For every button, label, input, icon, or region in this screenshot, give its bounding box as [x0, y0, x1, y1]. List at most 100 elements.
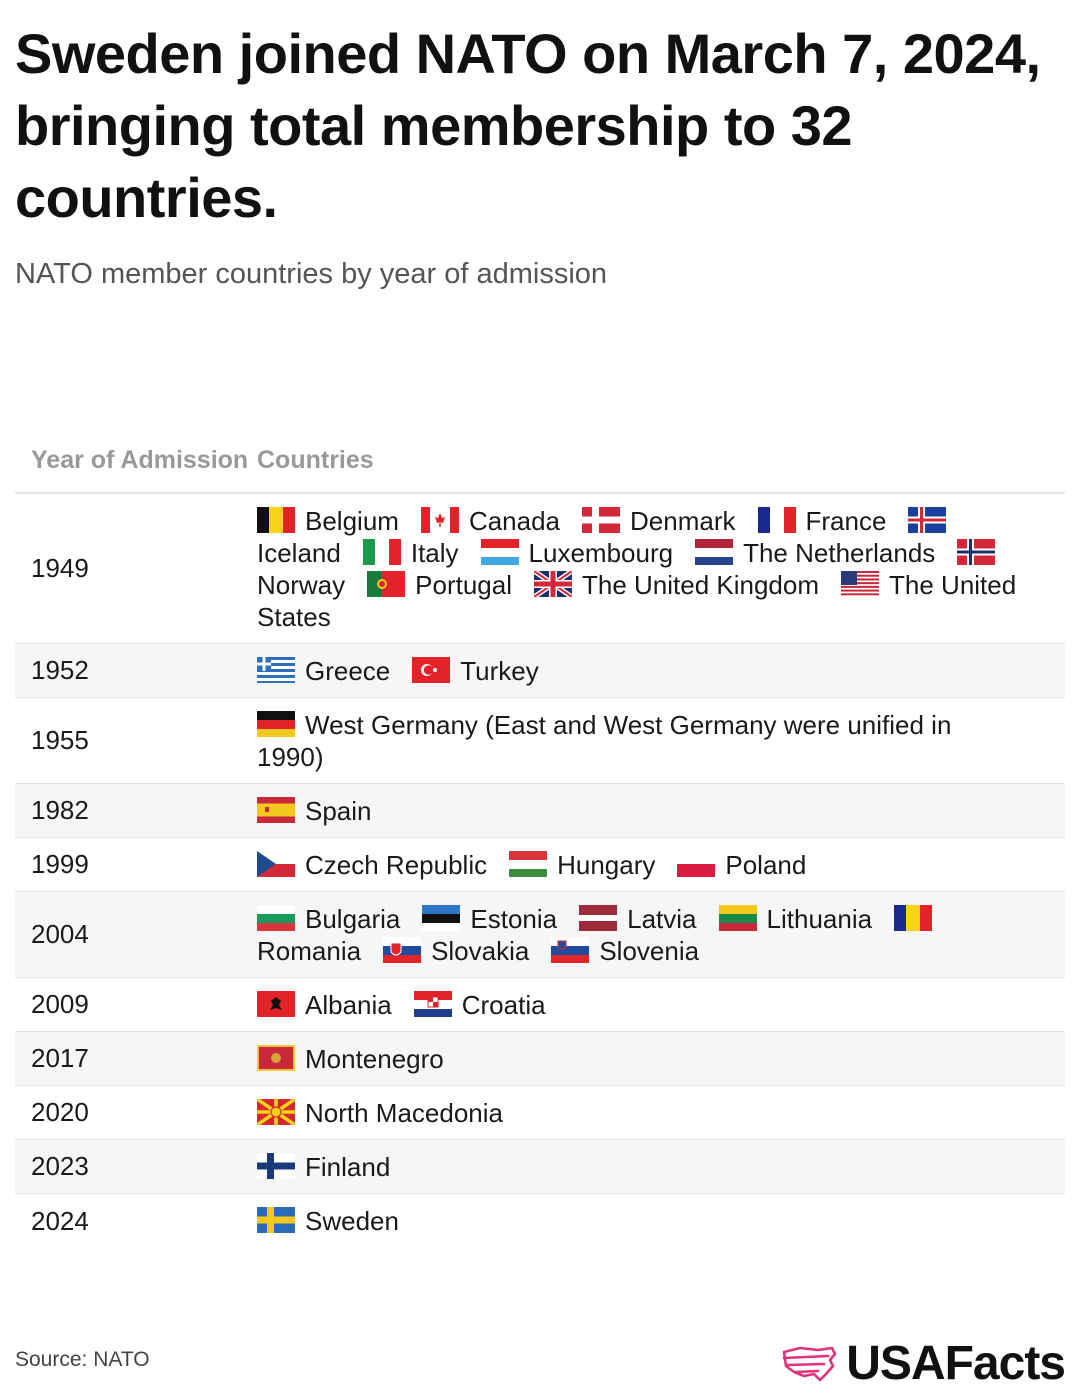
year-cell: 2004 — [31, 919, 89, 949]
countries-cell: Greece Turkey — [257, 645, 1065, 697]
chart-title: Sweden joined NATO on March 7, 2024, bri… — [15, 22, 1041, 229]
flag-fi-icon — [257, 1152, 295, 1179]
flag-gr-icon — [257, 656, 295, 683]
flag-ro-icon — [894, 904, 933, 931]
country-entry: Latvia — [579, 904, 697, 934]
country-name: Slovenia — [599, 935, 700, 966]
country-entry: Albania — [257, 990, 392, 1020]
flag-us-icon — [841, 570, 880, 597]
table-row: 2020 North Macedonia — [15, 1086, 1065, 1140]
country-name: Sweden — [305, 1206, 399, 1236]
year-cell: 2017 — [31, 1043, 89, 1073]
country-entry: Iceland — [257, 506, 956, 568]
flag-gb-icon — [533, 570, 572, 597]
flag-tr-icon — [412, 656, 451, 683]
country-entry: Norway — [257, 538, 1005, 600]
flag-be-icon — [257, 506, 295, 533]
country-name: The United States — [257, 569, 1017, 632]
country-entry: The United Kingdom — [533, 569, 820, 600]
table-row: 1955 West Germany (East and West Germany … — [15, 698, 1065, 784]
countries-cell: Bulgaria Estonia Latvia Lithuania Romania Slo… — [257, 893, 1065, 977]
column-header-countries: Countries — [257, 446, 374, 474]
country-entry: Croatia — [413, 989, 546, 1020]
country-entry: Hungary — [509, 850, 655, 880]
country-name: Estonia — [470, 903, 558, 934]
country-name: Spain — [305, 795, 372, 826]
countries-cell: Montenegro — [257, 1033, 1065, 1085]
year-cell: 1952 — [31, 655, 89, 685]
flag-bg-icon — [257, 904, 295, 931]
country-entry: Denmark — [582, 505, 736, 536]
countries-cell: Sweden — [257, 1195, 1065, 1247]
country-name: Lithuania — [766, 903, 873, 934]
countries-cell: Spain — [257, 785, 1065, 837]
flag-lv-icon — [579, 904, 618, 931]
country-entry: Estonia — [422, 904, 557, 934]
country-entry: Slovakia — [383, 936, 529, 966]
flag-pl-icon — [677, 850, 716, 877]
country-entry: Turkey — [412, 656, 539, 686]
country-entry: The Netherlands — [695, 538, 935, 568]
flag-hu-icon — [509, 850, 548, 877]
country-entry: Slovenia — [551, 936, 699, 966]
flag-se-icon — [257, 1207, 295, 1233]
countries-cell: West Germany (East and West Germany were… — [257, 699, 1065, 783]
year-cell: 1955 — [31, 725, 89, 755]
table-row: 2023 Finland — [15, 1140, 1065, 1194]
country-name: North Macedonia — [305, 1097, 503, 1128]
table-row: 2017 Montenegro — [15, 1032, 1065, 1086]
flag-me-icon — [257, 1044, 295, 1071]
flag-is-icon — [908, 506, 947, 533]
year-cell: 1999 — [31, 849, 89, 879]
country-name: Poland — [725, 849, 807, 880]
flag-mk-icon — [257, 1098, 295, 1125]
country-name: Denmark — [630, 505, 736, 536]
flag-al-icon — [257, 990, 295, 1017]
countries-cell: Finland — [257, 1141, 1065, 1193]
table-row: 1999 Czech Republic Hungary Poland — [15, 838, 1065, 892]
country-name: The Netherlands — [743, 537, 936, 568]
flag-pt-icon — [367, 570, 406, 597]
country-name: Croatia — [461, 989, 546, 1020]
country-entry: Finland — [257, 1152, 390, 1182]
flag-es-icon — [257, 796, 295, 823]
country-entry: Canada — [420, 506, 560, 536]
flag-de-icon — [257, 710, 295, 737]
flag-no-icon — [957, 538, 996, 565]
flag-fr-icon — [757, 506, 796, 533]
country-name: Montenegro — [305, 1043, 444, 1074]
year-cell: 1982 — [31, 795, 89, 825]
table-row: 1952 Greece Turkey — [15, 644, 1065, 698]
flag-lu-icon — [480, 538, 519, 565]
country-name: Hungary — [557, 849, 656, 880]
flag-lt-icon — [718, 904, 757, 931]
flag-ca-icon — [420, 506, 459, 533]
country-entry: West Germany (East and West Germany were… — [257, 710, 951, 772]
country-entry: Poland — [677, 850, 806, 880]
country-name: Bulgaria — [305, 903, 401, 934]
country-entry: Lithuania — [718, 903, 873, 934]
country-name: Finland — [305, 1151, 391, 1182]
country-entry: Sweden — [257, 1206, 399, 1236]
column-header-year: Year of Admission — [31, 446, 249, 474]
country-name: The United Kingdom — [581, 569, 820, 600]
countries-cell: Belgium Canada Denmark France Iceland Italy Lu… — [257, 495, 1065, 643]
country-entry: Spain — [257, 796, 372, 826]
flag-hr-icon — [413, 990, 452, 1017]
year-cell: 2023 — [31, 1151, 89, 1181]
country-entry: Romania — [257, 904, 942, 966]
usa-map-icon — [782, 1346, 837, 1381]
country-entry: The United States — [257, 570, 1016, 632]
flag-dk-icon — [582, 506, 621, 533]
country-name: Iceland — [257, 537, 341, 568]
country-entry: Belgium — [257, 506, 399, 536]
countries-cell: Czech Republic Hungary Poland — [257, 839, 1065, 891]
year-cell: 2020 — [31, 1097, 89, 1127]
country-name: Luxembourg — [528, 537, 674, 568]
country-entry: Italy — [362, 537, 459, 568]
country-name: Italy — [410, 537, 459, 568]
country-name: Greece — [305, 655, 391, 686]
flag-cz-icon — [257, 850, 295, 877]
country-name: West Germany (East and West Germany were… — [257, 709, 952, 772]
country-name: France — [805, 505, 887, 536]
